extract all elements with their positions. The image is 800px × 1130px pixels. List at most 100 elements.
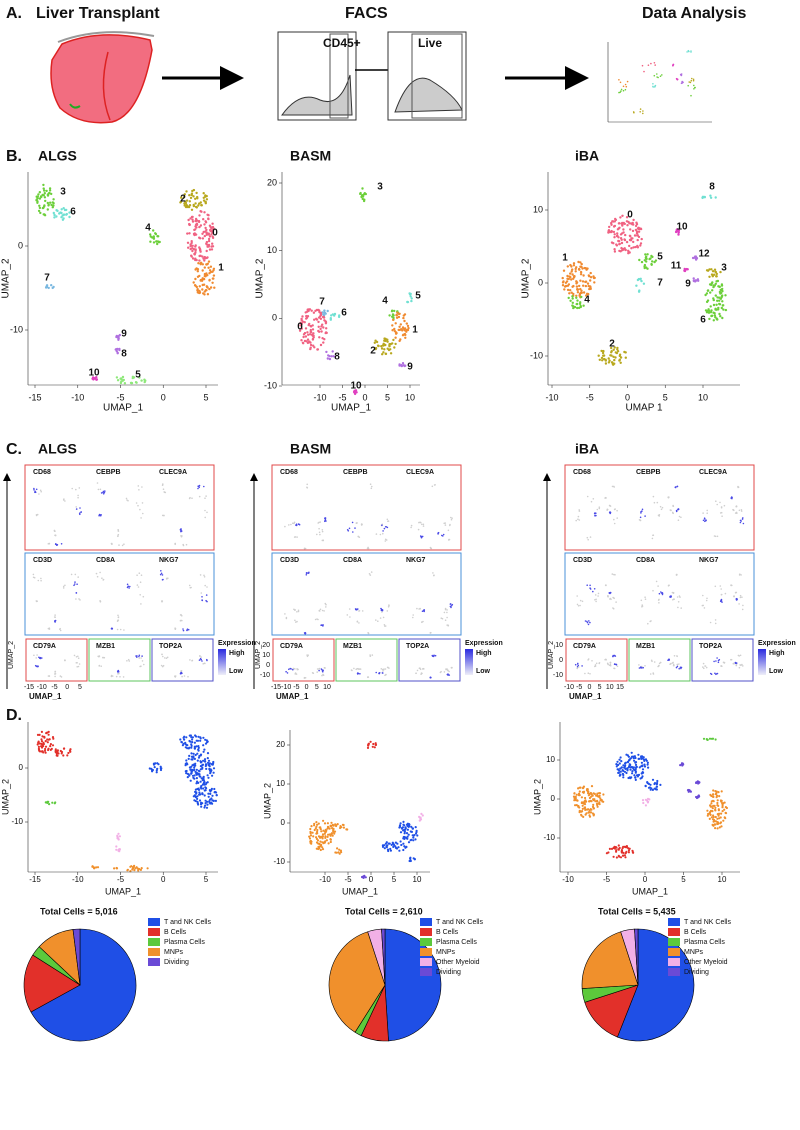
cell-dot [692, 78, 695, 81]
cell-dot [620, 241, 624, 245]
cell-dot [204, 516, 206, 519]
x-tick-label: 10 [413, 875, 422, 884]
cell-dot [720, 291, 723, 295]
panel-label: A. [6, 5, 22, 22]
cell-dot [308, 333, 312, 336]
cell-dot [368, 573, 371, 575]
cell-dot [188, 204, 192, 207]
legend-swatch [420, 938, 432, 946]
cell-dot [383, 337, 386, 340]
cell-dot [46, 208, 49, 211]
cell-dot [204, 802, 207, 805]
cell-dot [316, 832, 319, 835]
cell-dot [180, 670, 183, 672]
x-tick-label: -10 [562, 875, 574, 884]
cell-dot [578, 284, 581, 288]
cell-dot [629, 235, 632, 238]
cell-dot [199, 249, 202, 252]
cell-dot [34, 664, 37, 667]
cell-dot [194, 245, 197, 248]
cell-dot [369, 655, 372, 657]
cell-dot [647, 64, 650, 66]
cell-dot [113, 867, 116, 870]
cell-dot [574, 663, 577, 666]
cell-dot [196, 268, 200, 271]
cell-dot [683, 269, 686, 272]
cell-dot [708, 268, 711, 271]
cell-dot [305, 572, 308, 574]
cell-dot [203, 485, 205, 488]
cell-dot [677, 233, 680, 236]
cell-dot [191, 738, 194, 741]
cell-dot [572, 795, 576, 798]
cluster-label: 1 [562, 253, 568, 264]
cell-dot [710, 816, 713, 819]
cell-dot [200, 805, 203, 808]
cell-dot [712, 297, 715, 300]
cell-dot [649, 788, 652, 791]
cell-dot [712, 319, 715, 322]
cell-dot [205, 273, 208, 277]
cell-dot [714, 294, 717, 297]
cell-dot [720, 799, 723, 802]
cell-dot [78, 487, 81, 489]
cell-dot [189, 196, 193, 200]
cell-dot [633, 234, 637, 237]
cell-dot [625, 240, 629, 244]
y-tick-label: 20 [276, 740, 285, 749]
cell-dot [329, 838, 332, 841]
cell-dot [640, 260, 644, 264]
cell-dot [626, 80, 629, 83]
cell-dot [594, 800, 597, 803]
cell-dot [183, 193, 186, 196]
cell-dot [610, 847, 614, 851]
cell-dot [574, 270, 577, 273]
cell-dot [594, 512, 596, 514]
cell-dot [573, 792, 576, 795]
cell-dot [295, 621, 297, 623]
cell-dot [394, 342, 397, 346]
cell-dot [374, 742, 377, 745]
cell-dot [385, 539, 388, 541]
cell-dot [161, 514, 164, 517]
cell-dot [117, 832, 120, 835]
gene-label: MZB1 [636, 643, 655, 650]
cell-dot [75, 506, 77, 508]
cell-dot [123, 543, 125, 545]
cell-dot [594, 599, 596, 601]
cell-dot [562, 280, 565, 283]
x-tick-label: 0 [369, 875, 374, 884]
cell-dot [69, 750, 72, 753]
cell-dot [381, 353, 384, 356]
cell-dot [644, 253, 647, 256]
cell-dot [714, 308, 717, 311]
cell-dot [386, 526, 389, 529]
y-tick-label: 0 [559, 657, 563, 664]
cell-dot [313, 822, 316, 825]
cell-dot [640, 761, 644, 764]
cell-dot [185, 203, 188, 207]
cell-dot [290, 523, 292, 526]
cell-dot [78, 598, 80, 600]
cell-dot [711, 275, 714, 278]
cell-dot [624, 761, 628, 764]
cell-dot [115, 848, 118, 851]
cell-dot [292, 668, 294, 671]
cell-dot [609, 511, 611, 514]
cell-dot [569, 289, 572, 292]
y-axis-label: UMAP_2 [262, 783, 272, 819]
cell-dot [191, 257, 195, 260]
cell-dot [207, 237, 211, 241]
cell-dot [579, 279, 582, 282]
cell-dot [384, 668, 387, 670]
cell-dot [325, 350, 328, 354]
legend-swatch [668, 968, 680, 976]
cell-dot [613, 346, 616, 349]
cell-dot [629, 766, 632, 769]
cell-dot [601, 359, 604, 362]
cell-dot [595, 662, 598, 665]
cell-dot [714, 316, 717, 319]
gene-label: CEBPB [636, 469, 661, 476]
panel-label: B. [6, 148, 22, 165]
cell-dot [609, 505, 612, 507]
